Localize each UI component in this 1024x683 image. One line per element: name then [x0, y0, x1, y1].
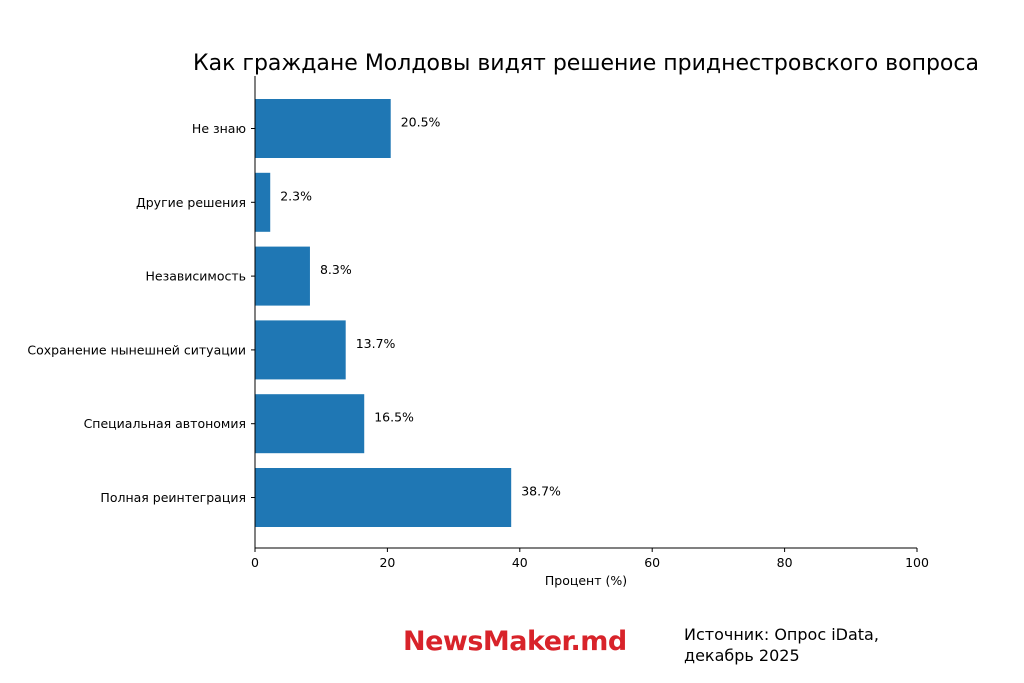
bar-0 [255, 99, 391, 158]
bar-4 [255, 394, 365, 454]
y-tick-label-2: Независимость [146, 269, 246, 284]
x-tick-label-0: 0 [251, 555, 259, 570]
y-tick-label-0: Не знаю [192, 121, 246, 136]
y-tick-label-5: Полная реинтеграция [100, 490, 246, 505]
chart-title: Как граждане Молдовы видят решение придн… [193, 51, 979, 76]
x-tick-label-3: 60 [644, 555, 660, 570]
data-label-1: 2.3% [280, 188, 312, 203]
data-label-4: 16.5% [374, 410, 414, 425]
x-tick-label-4: 80 [777, 555, 793, 570]
source-note: Источник: Опрос iData, декабрь 2025 [684, 625, 879, 665]
bar-2 [255, 246, 310, 306]
data-label-2: 8.3% [320, 262, 352, 277]
x-tick-label-2: 40 [512, 555, 528, 570]
y-tick-label-4: Специальная автономия [84, 416, 246, 431]
bar-1 [255, 172, 271, 232]
data-label-3: 13.7% [356, 336, 396, 351]
x-tick-label-1: 20 [379, 555, 395, 570]
bar-5 [255, 468, 512, 527]
y-tick-label-1: Другие решения [136, 195, 246, 210]
y-tick-label-3: Сохранение нынешней ситуации [27, 342, 246, 357]
bar-3 [255, 320, 346, 380]
x-tick-label-5: 100 [905, 555, 929, 570]
data-label-0: 20.5% [401, 115, 441, 130]
brand-logo: NewsMaker.md [403, 626, 627, 657]
data-label-5: 38.7% [521, 484, 561, 499]
x-axis-label: Процент (%) [545, 573, 627, 588]
